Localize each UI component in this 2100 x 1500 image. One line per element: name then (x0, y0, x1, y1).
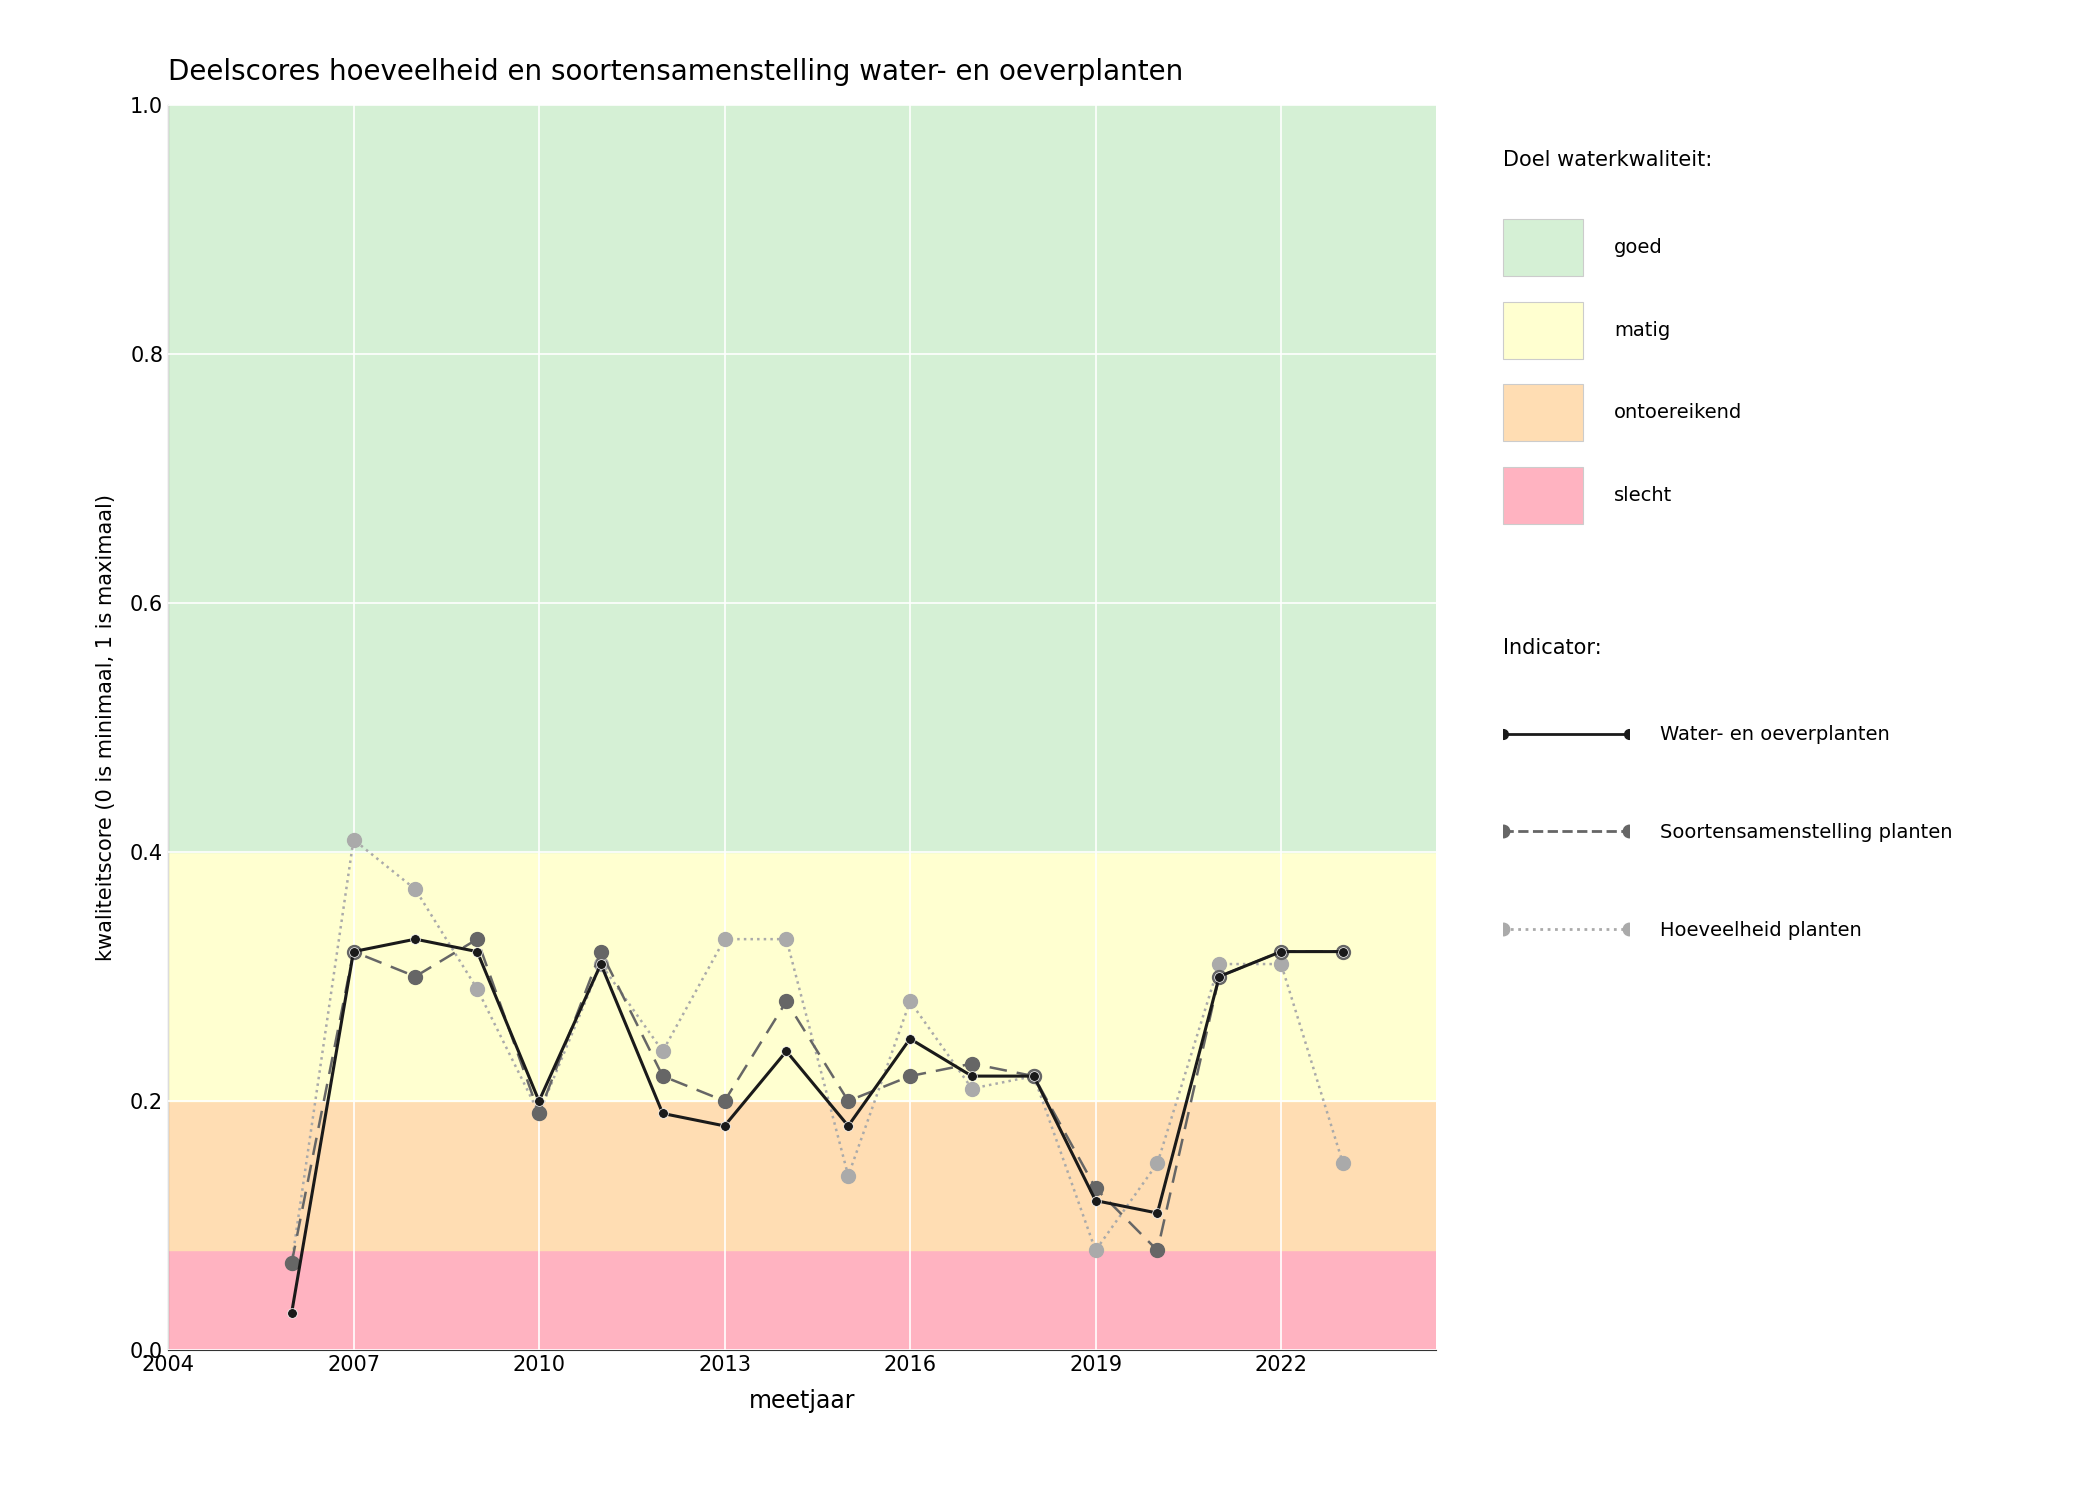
Bar (168, 852, 1436, 1101)
Text: Deelscores hoeveelheid en soortensamenstelling water- en oeverplanten: Deelscores hoeveelheid en soortensamenst… (168, 58, 1182, 86)
Bar (168, 105, 1436, 852)
Y-axis label: kwaliteitscore (0 is minimaal, 1 is maximaal): kwaliteitscore (0 is minimaal, 1 is maxi… (97, 494, 116, 962)
Text: slecht: slecht (1615, 486, 1672, 504)
Text: ontoereikend: ontoereikend (1615, 404, 1743, 422)
Text: Soortensamenstelling planten: Soortensamenstelling planten (1661, 824, 1953, 842)
Text: goed: goed (1615, 238, 1663, 256)
Bar (168, 1101, 1436, 1251)
Text: Hoeveelheid planten: Hoeveelheid planten (1661, 921, 1863, 939)
Bar (168, 1251, 1436, 1350)
Text: matig: matig (1615, 321, 1670, 339)
Text: Water- en oeverplanten: Water- en oeverplanten (1661, 726, 1890, 744)
Text: Indicator:: Indicator: (1504, 638, 1602, 657)
X-axis label: meetjaar: meetjaar (748, 1389, 855, 1413)
Text: Doel waterkwaliteit:: Doel waterkwaliteit: (1504, 150, 1711, 170)
